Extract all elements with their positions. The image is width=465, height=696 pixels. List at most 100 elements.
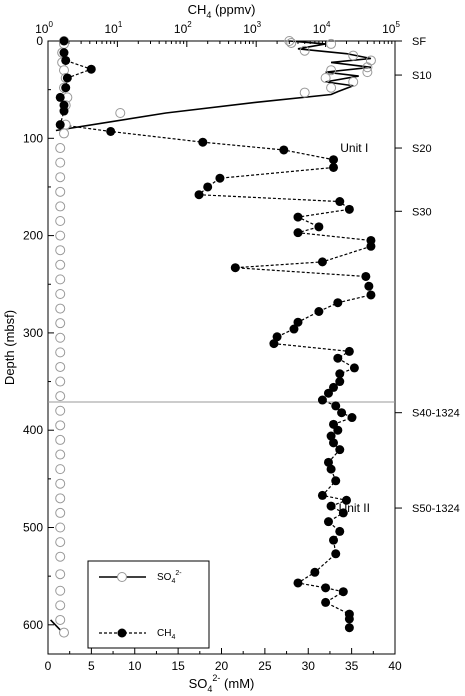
- data-layer: [50, 36, 376, 638]
- so4-point: [55, 585, 66, 596]
- so4-point-upper: [365, 55, 376, 66]
- top-tick-base: 10: [35, 22, 49, 36]
- legend-label-sub: 4: [171, 634, 175, 641]
- legend-ch4-marker: [117, 628, 127, 638]
- so4-point-upper: [348, 50, 359, 61]
- top-axis-title-tail: (ppmv): [211, 2, 255, 17]
- top-tick-exp: 1: [118, 20, 123, 29]
- top-tick-exp: 2: [187, 20, 192, 29]
- so4-point: [55, 600, 66, 611]
- ch4-point: [293, 228, 303, 238]
- so4-point: [55, 420, 66, 431]
- top-axis-title-main: CH: [188, 2, 207, 17]
- so4-point: [55, 332, 66, 343]
- ch4-point: [337, 408, 347, 418]
- bottom-tick-label: 40: [388, 659, 402, 673]
- ch4-point: [321, 597, 331, 607]
- ch4-point: [333, 298, 343, 308]
- so4-point-upper: [362, 62, 373, 73]
- legend-label-main: SO: [157, 572, 172, 583]
- so4-point-upper: [326, 38, 337, 49]
- bottom-tick-label: 35: [345, 659, 359, 673]
- ch4-point: [329, 438, 339, 448]
- so4-point-upper: [299, 45, 310, 56]
- ch4-point: [272, 332, 282, 342]
- ch4-point: [366, 241, 376, 251]
- so4-point: [55, 449, 66, 460]
- ch4-point: [59, 48, 69, 58]
- so4-point: [55, 361, 66, 372]
- ch4-point: [326, 431, 336, 441]
- ch4-point: [323, 388, 333, 398]
- ch4-point: [329, 382, 339, 392]
- so4-profile-line: [55, 40, 372, 132]
- left-tick-label: 0: [36, 34, 43, 48]
- top-axis-title-sub: 4: [206, 10, 211, 20]
- ch4-point: [314, 306, 324, 316]
- label-layer: SO42- (mM)CH4 (ppmv)Depth (mbsf)SFS10S20…: [2, 2, 460, 694]
- so4-point-upper: [284, 36, 295, 46]
- left-tick-label: 200: [23, 229, 43, 243]
- left-tick-label: 100: [23, 131, 43, 145]
- so4-point: [55, 537, 66, 548]
- legend: SO42-CH4: [87, 560, 210, 649]
- legend-label-sub: 4: [171, 578, 175, 585]
- ch4-point: [198, 137, 208, 147]
- ch4-point: [279, 145, 289, 155]
- top-tick-label: 105: [382, 20, 400, 36]
- ch4-point: [326, 501, 336, 511]
- ch4-point: [344, 346, 354, 356]
- core-label: SF: [412, 36, 426, 48]
- so4-point-upper: [362, 67, 373, 78]
- ch4-point: [331, 476, 341, 486]
- top-tick-base: 10: [174, 22, 188, 36]
- ch4-point: [321, 583, 331, 593]
- ch4-point: [349, 363, 359, 373]
- ch4-point: [344, 623, 354, 633]
- so4-point-upper: [348, 76, 359, 87]
- core-label: S10: [412, 70, 432, 82]
- ch4-point: [333, 353, 343, 363]
- top-tick-exp: 0: [48, 20, 53, 29]
- so4-point: [55, 376, 66, 387]
- so4-point-upper: [299, 87, 310, 98]
- ch4-point: [335, 445, 345, 455]
- bottom-axis-title-main: SO: [189, 676, 208, 691]
- bottom-axis-title-sub: 4: [207, 684, 212, 694]
- ch4-point: [347, 413, 357, 423]
- core-label: S50-1324: [412, 503, 460, 515]
- so4-point: [55, 405, 66, 416]
- bottom-tick-label: 20: [215, 659, 229, 673]
- top-tick-label: 100: [35, 20, 53, 36]
- ch4-point: [344, 614, 354, 624]
- top-tick-label: 103: [243, 20, 261, 36]
- ch4-point: [55, 120, 65, 130]
- so4-point-upper: [320, 72, 331, 83]
- ch4-point: [335, 197, 345, 207]
- legend-label: SO42-: [157, 570, 182, 585]
- ch4-point: [329, 162, 339, 172]
- so4-point-upper: [286, 37, 297, 48]
- so4-point-upper: [326, 65, 337, 76]
- so4-point: [55, 318, 66, 329]
- so4-point: [55, 493, 66, 504]
- bottom-tick-label: 5: [88, 659, 95, 673]
- bottom-tick-label: 10: [128, 659, 142, 673]
- so4-point-upper: [326, 82, 337, 93]
- so4-point: [58, 128, 69, 139]
- ch4-point: [269, 339, 279, 349]
- ch4-point: [86, 64, 96, 74]
- bottom-tick-label: 25: [258, 659, 272, 673]
- so4-point: [55, 464, 66, 475]
- top-tick-base: 10: [243, 22, 257, 36]
- core-label: S20: [412, 143, 432, 155]
- ch4-point: [364, 281, 374, 291]
- so4-point: [55, 434, 66, 445]
- so4-point: [55, 274, 66, 285]
- unit-label: Unit II: [339, 501, 370, 515]
- ch4-point: [323, 517, 333, 527]
- ch4-profile-line: [59, 41, 372, 628]
- ch4-point: [326, 464, 336, 474]
- ch4-point: [59, 36, 69, 46]
